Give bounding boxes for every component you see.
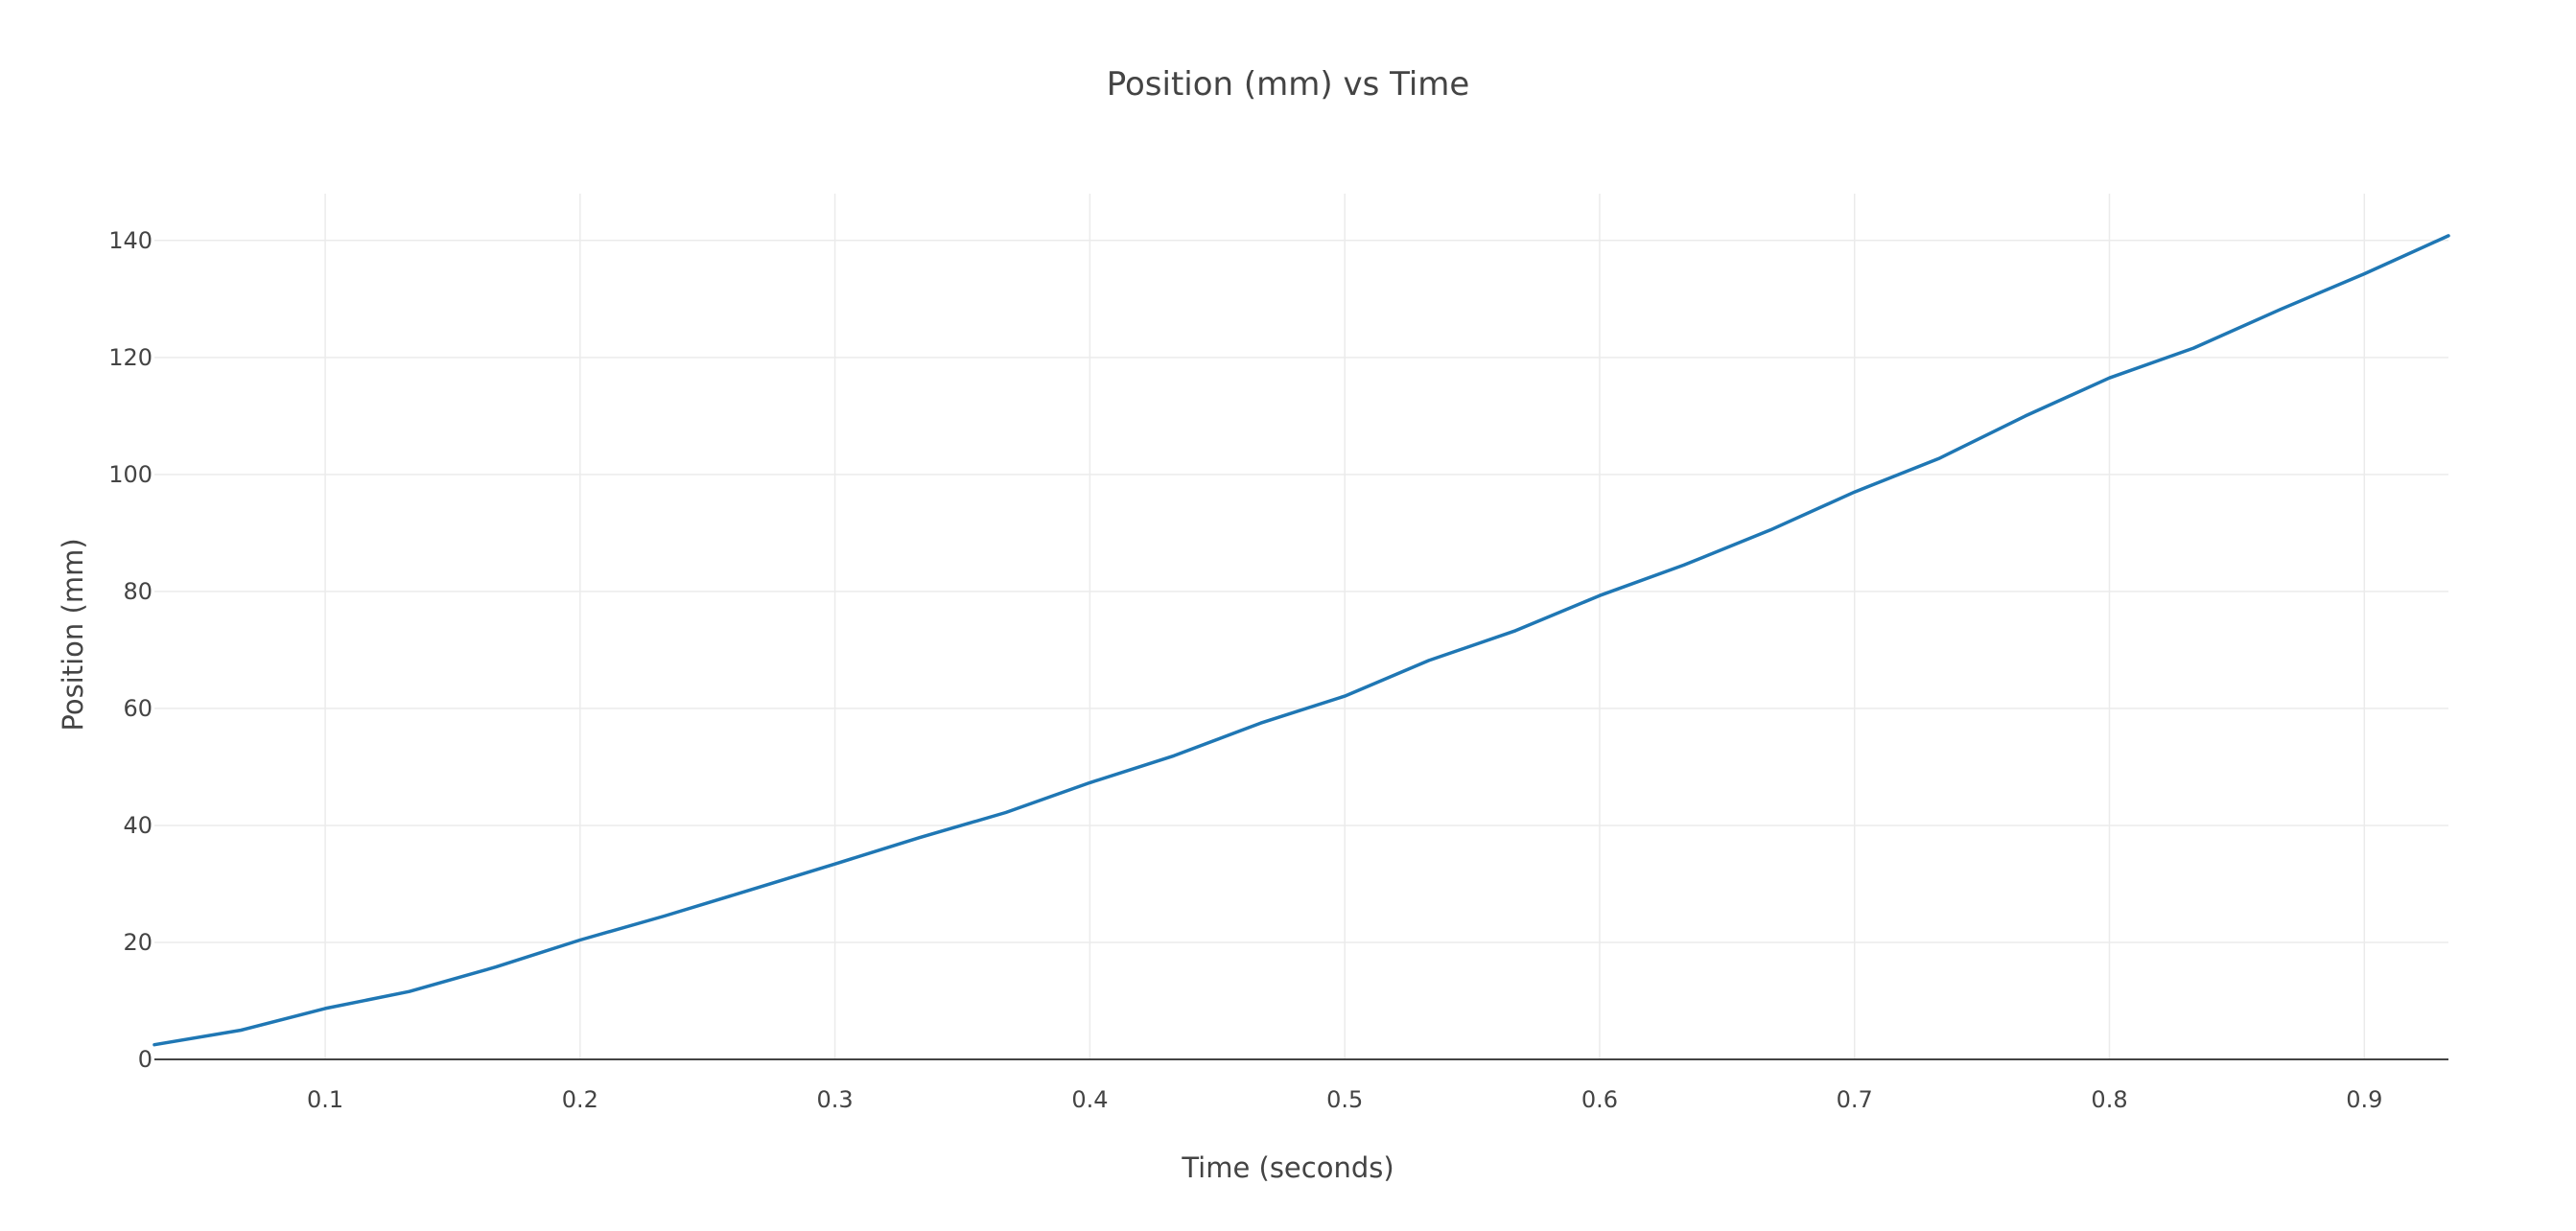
x-tick-label: 0.3 xyxy=(817,1086,854,1113)
y-tick-label: 60 xyxy=(123,695,152,722)
y-tick-label: 80 xyxy=(123,578,152,605)
x-tick-labels: 0.1 0.2 0.3 0.4 0.5 0.6 0.7 0.8 0.9 xyxy=(307,1086,2382,1113)
y-tick-label: 120 xyxy=(108,344,152,371)
y-tick-label: 40 xyxy=(123,812,152,839)
x-tick-label: 0.9 xyxy=(2346,1086,2382,1113)
x-axis-title: Time (seconds) xyxy=(1181,1151,1393,1184)
y-tick-labels: 0 20 40 60 80 100 120 140 xyxy=(108,227,152,1073)
y-tick-label: 100 xyxy=(108,461,152,488)
x-tick-label: 0.2 xyxy=(562,1086,598,1113)
gridlines xyxy=(154,194,2448,1059)
y-tick-label: 0 xyxy=(138,1046,152,1073)
x-tick-label: 0.5 xyxy=(1326,1086,1363,1113)
chart-title: Position (mm) vs Time xyxy=(1107,65,1470,104)
x-tick-label: 0.4 xyxy=(1071,1086,1108,1113)
x-tick-label: 0.1 xyxy=(307,1086,343,1113)
series-line xyxy=(152,234,2450,1047)
y-tick-label: 140 xyxy=(108,227,152,254)
y-tick-label: 20 xyxy=(123,929,152,956)
y-axis-title: Position (mm) xyxy=(57,538,89,731)
series-layer xyxy=(152,234,2450,1047)
x-tick-label: 0.6 xyxy=(1581,1086,1618,1113)
x-tick-label: 0.7 xyxy=(1837,1086,1873,1113)
x-tick-label: 0.8 xyxy=(2091,1086,2127,1113)
